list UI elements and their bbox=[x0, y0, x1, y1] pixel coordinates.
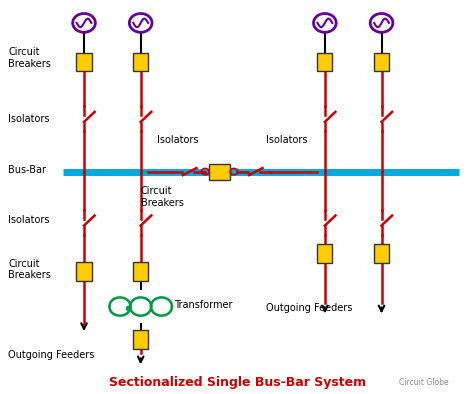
FancyBboxPatch shape bbox=[76, 53, 92, 71]
Text: Isolators: Isolators bbox=[157, 135, 199, 145]
Text: Isolators: Isolators bbox=[9, 114, 50, 124]
FancyBboxPatch shape bbox=[374, 244, 389, 263]
Text: Circuit Globe: Circuit Globe bbox=[399, 378, 449, 387]
Text: Circuit
Breakers: Circuit Breakers bbox=[141, 186, 183, 208]
FancyBboxPatch shape bbox=[374, 53, 389, 71]
Text: Isolators: Isolators bbox=[266, 135, 307, 145]
FancyBboxPatch shape bbox=[317, 53, 332, 71]
Text: Sectionalized Single Bus-Bar System: Sectionalized Single Bus-Bar System bbox=[109, 376, 366, 389]
FancyBboxPatch shape bbox=[209, 164, 230, 180]
Text: Outgoing Feeders: Outgoing Feeders bbox=[9, 350, 95, 361]
Text: Transformer: Transformer bbox=[174, 299, 232, 310]
FancyBboxPatch shape bbox=[76, 262, 92, 281]
FancyBboxPatch shape bbox=[133, 331, 148, 349]
Text: Outgoing Feeders: Outgoing Feeders bbox=[266, 303, 352, 314]
Text: Circuit
Breakers: Circuit Breakers bbox=[9, 47, 51, 69]
FancyBboxPatch shape bbox=[133, 53, 148, 71]
FancyBboxPatch shape bbox=[133, 262, 148, 281]
FancyBboxPatch shape bbox=[317, 244, 332, 263]
Text: Circuit
Breakers: Circuit Breakers bbox=[9, 258, 51, 280]
Text: Bus-Bar: Bus-Bar bbox=[9, 165, 47, 175]
Text: Isolators: Isolators bbox=[9, 216, 50, 225]
